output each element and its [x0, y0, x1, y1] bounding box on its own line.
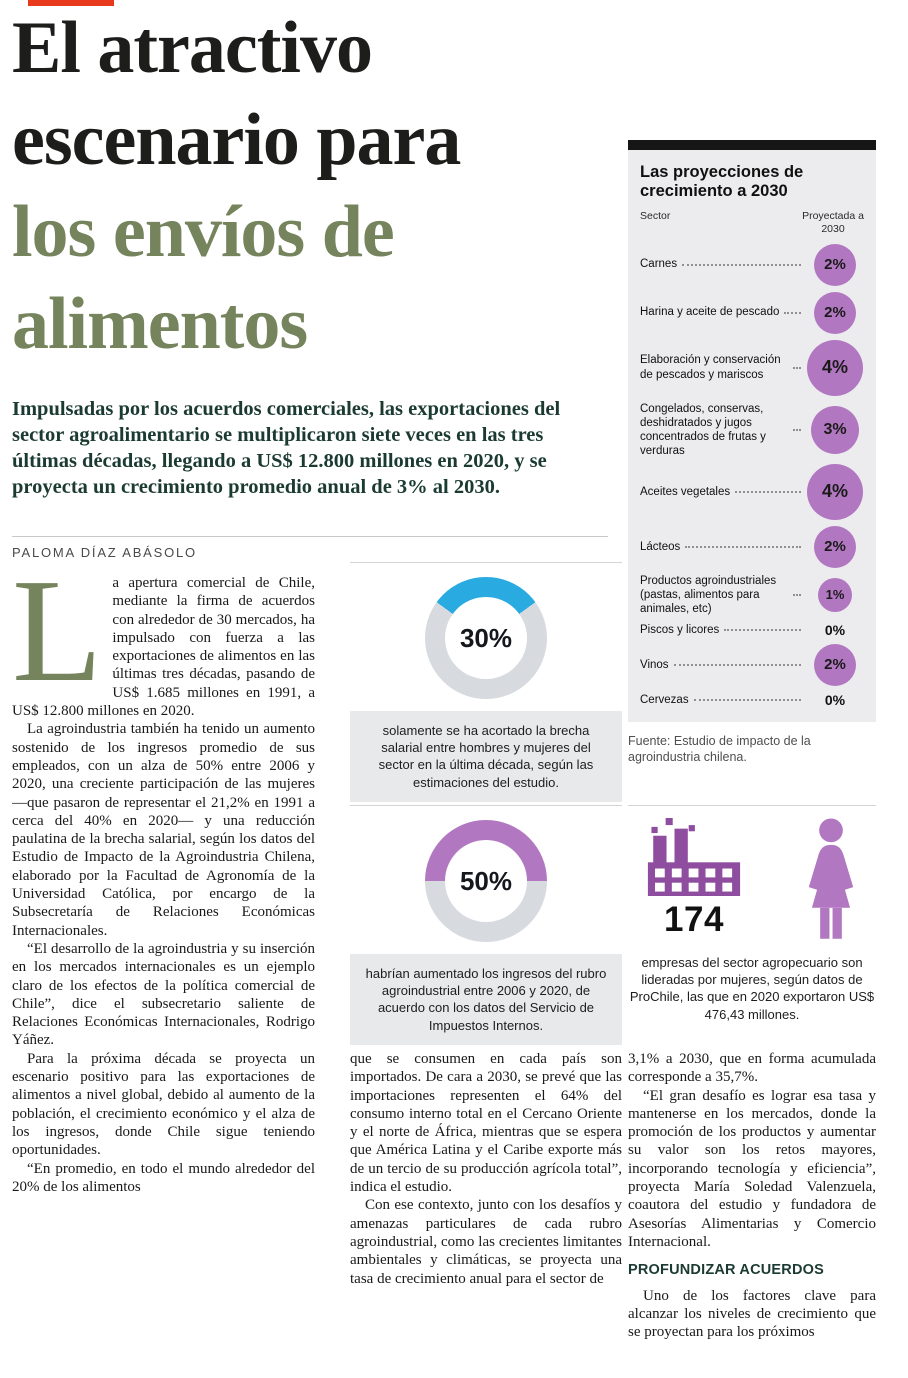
leader-dots: [793, 428, 801, 432]
factory-column: 174: [630, 818, 758, 940]
stat-block-women-led: 174 empresas del sector agropecuario son…: [628, 805, 876, 1023]
sector-label: Congelados, conservas, deshidratados y j…: [640, 402, 766, 457]
sector-row: Productos agroindustriales (pastas, alim…: [640, 574, 864, 616]
growth-value-cell: 0%: [806, 622, 864, 638]
stat-caption: empresas del sector agropecuario son lid…: [629, 955, 875, 1022]
leader-dots: [724, 628, 801, 632]
article-column-2: que se consumen en cada país son importa…: [350, 1050, 622, 1372]
leader-dots: [793, 366, 801, 369]
growth-value-cell: 0%: [806, 692, 864, 708]
paragraph: 3,1% a 2030, que en forma acumulada corr…: [628, 1051, 876, 1086]
leader-dots: [793, 593, 801, 597]
sector-row: Elaboración y conservación de pescados y…: [640, 339, 864, 396]
sector-rows: Carnes 2% Harina y aceite de pescado 2% Elab…: [640, 243, 864, 708]
donut-chart-50: 50%: [425, 820, 547, 942]
sector-row: Aceites vegetales 4%: [640, 463, 864, 520]
lede-paragraph: Impulsadas por los acuerdos comerciales,…: [12, 398, 561, 498]
source-note: Fuente: Estudio de impacto de la agroind…: [628, 733, 811, 764]
headline: El atractivo escenario para los envíos d…: [12, 2, 616, 370]
paragraph: Uno de los factores clave para alcanzar …: [628, 1287, 876, 1341]
leader-dots: [693, 698, 801, 702]
growth-value-cell: 1%: [806, 577, 864, 612]
paragraph: La agroindustria también ha tenido un au…: [12, 721, 315, 939]
leader-dots: [685, 545, 801, 549]
growth-value-cell: 2%: [806, 243, 864, 286]
paragraph: “En promedio, en todo el mundo alrededor…: [12, 1160, 315, 1195]
growth-bubble: 2%: [814, 525, 856, 568]
donut-value: 30%: [459, 622, 513, 653]
growth-value-cell: 2%: [806, 643, 864, 686]
paragraph: “El desarrollo de la agroindustria y su …: [12, 940, 315, 1049]
sector-row: Lácteos 2%: [640, 525, 864, 568]
stat-block-income-growth: 50% habrían aumentado los ingresos del r…: [350, 805, 622, 1045]
column-header-value: Proyectada a 2030: [802, 210, 864, 236]
growth-bubble: 4%: [807, 339, 863, 396]
paragraph: Con ese contexto, junto con los desafíos…: [350, 1197, 622, 1287]
growth-bubble: 2%: [814, 243, 856, 286]
sector-label: Carnes: [640, 258, 678, 271]
sector-label: Vinos: [640, 658, 669, 671]
sector-row: Vinos 2%: [640, 643, 864, 686]
sector-label: Harina y aceite de pescado: [640, 306, 780, 319]
column-3-text-after: Uno de los factores clave para alcanzar …: [628, 1287, 876, 1342]
stat-caption: habrían aumentado los ingresos del rubro…: [350, 954, 622, 1045]
column-header-sector: Sector: [640, 210, 671, 223]
sidebar-column-headers: Sector Proyectada a 2030: [640, 210, 864, 236]
sector-label: Productos agroindustriales (pastas, alim…: [640, 574, 777, 615]
leader-dots: [735, 490, 801, 494]
growth-bubble: 4%: [807, 463, 863, 520]
growth-value-cell: 4%: [806, 463, 864, 520]
stat-block-wage-gap: 30% solamente se ha acortado la brecha s…: [350, 562, 622, 802]
leader-dots: [682, 263, 801, 266]
headline-part-dark: El atractivo escenario para: [12, 7, 461, 181]
sector-row: Piscos y licores 0%: [640, 622, 864, 638]
sector-row: Congelados, conservas, deshidratados y j…: [640, 402, 864, 458]
sector-label: Cervezas: [640, 693, 689, 706]
headline-part-green: los envíos de alimentos: [12, 191, 395, 365]
paragraph: Para la próxima década se proyecta un es…: [12, 1050, 315, 1159]
byline: PALOMA DÍAZ ABÁSOLO: [12, 536, 608, 560]
growth-value-cell: 2%: [806, 525, 864, 568]
factory-icon: [647, 818, 741, 896]
growth-value: 0%: [824, 691, 846, 708]
stat-caption: solamente se ha acortado la brecha salar…: [350, 711, 622, 802]
section-header: PROFUNDIZAR ACUERDOS: [628, 1262, 824, 1279]
sidebar-top-bar: [628, 140, 876, 150]
woman-icon: [808, 818, 854, 939]
growth-value-cell: 3%: [806, 405, 864, 454]
leader-dots: [784, 311, 801, 314]
drop-cap: L: [12, 574, 103, 713]
growth-bubble: 2%: [814, 291, 856, 334]
sector-row: Cervezas 0%: [640, 692, 864, 708]
projections-sidebar: Las proyecciones de crecimiento a 2030 S…: [628, 140, 876, 765]
sidebar-title: Las proyecciones de crecimiento a 2030: [640, 163, 804, 201]
women-led-count: 174: [664, 900, 724, 939]
sector-label: Lácteos: [640, 540, 681, 553]
growth-value-cell: 2%: [806, 291, 864, 334]
donut-value: 50%: [459, 865, 513, 896]
growth-value-cell: 4%: [806, 339, 864, 396]
sector-label: Piscos y licores: [640, 623, 720, 636]
sector-label: Aceites vegetales: [640, 485, 731, 498]
sidebar-body: Las proyecciones de crecimiento a 2030 S…: [628, 150, 876, 722]
icons-row: 174: [628, 816, 876, 946]
paragraph: “El gran desafío es lograr esa tasa y ma…: [628, 1087, 876, 1250]
growth-bubble: 2%: [814, 643, 856, 686]
leader-dots: [673, 663, 801, 667]
donut-chart-30: 30%: [425, 577, 547, 699]
paragraph: que se consumen en cada país son importa…: [350, 1051, 622, 1196]
article-column-3: 3,1% a 2030, que en forma acumulada corr…: [628, 1050, 876, 1372]
sector-label: Elaboración y conservación de pescados y…: [640, 354, 781, 381]
red-accent-mark: [28, 0, 114, 6]
sector-row: Harina y aceite de pescado 2%: [640, 291, 864, 334]
column-3-text-before: 3,1% a 2030, que en forma acumulada corr…: [628, 1050, 876, 1251]
growth-bubble: 1%: [818, 577, 852, 612]
sector-row: Carnes 2%: [640, 243, 864, 286]
growth-bubble: 3%: [811, 405, 859, 454]
growth-value: 0%: [824, 621, 846, 638]
